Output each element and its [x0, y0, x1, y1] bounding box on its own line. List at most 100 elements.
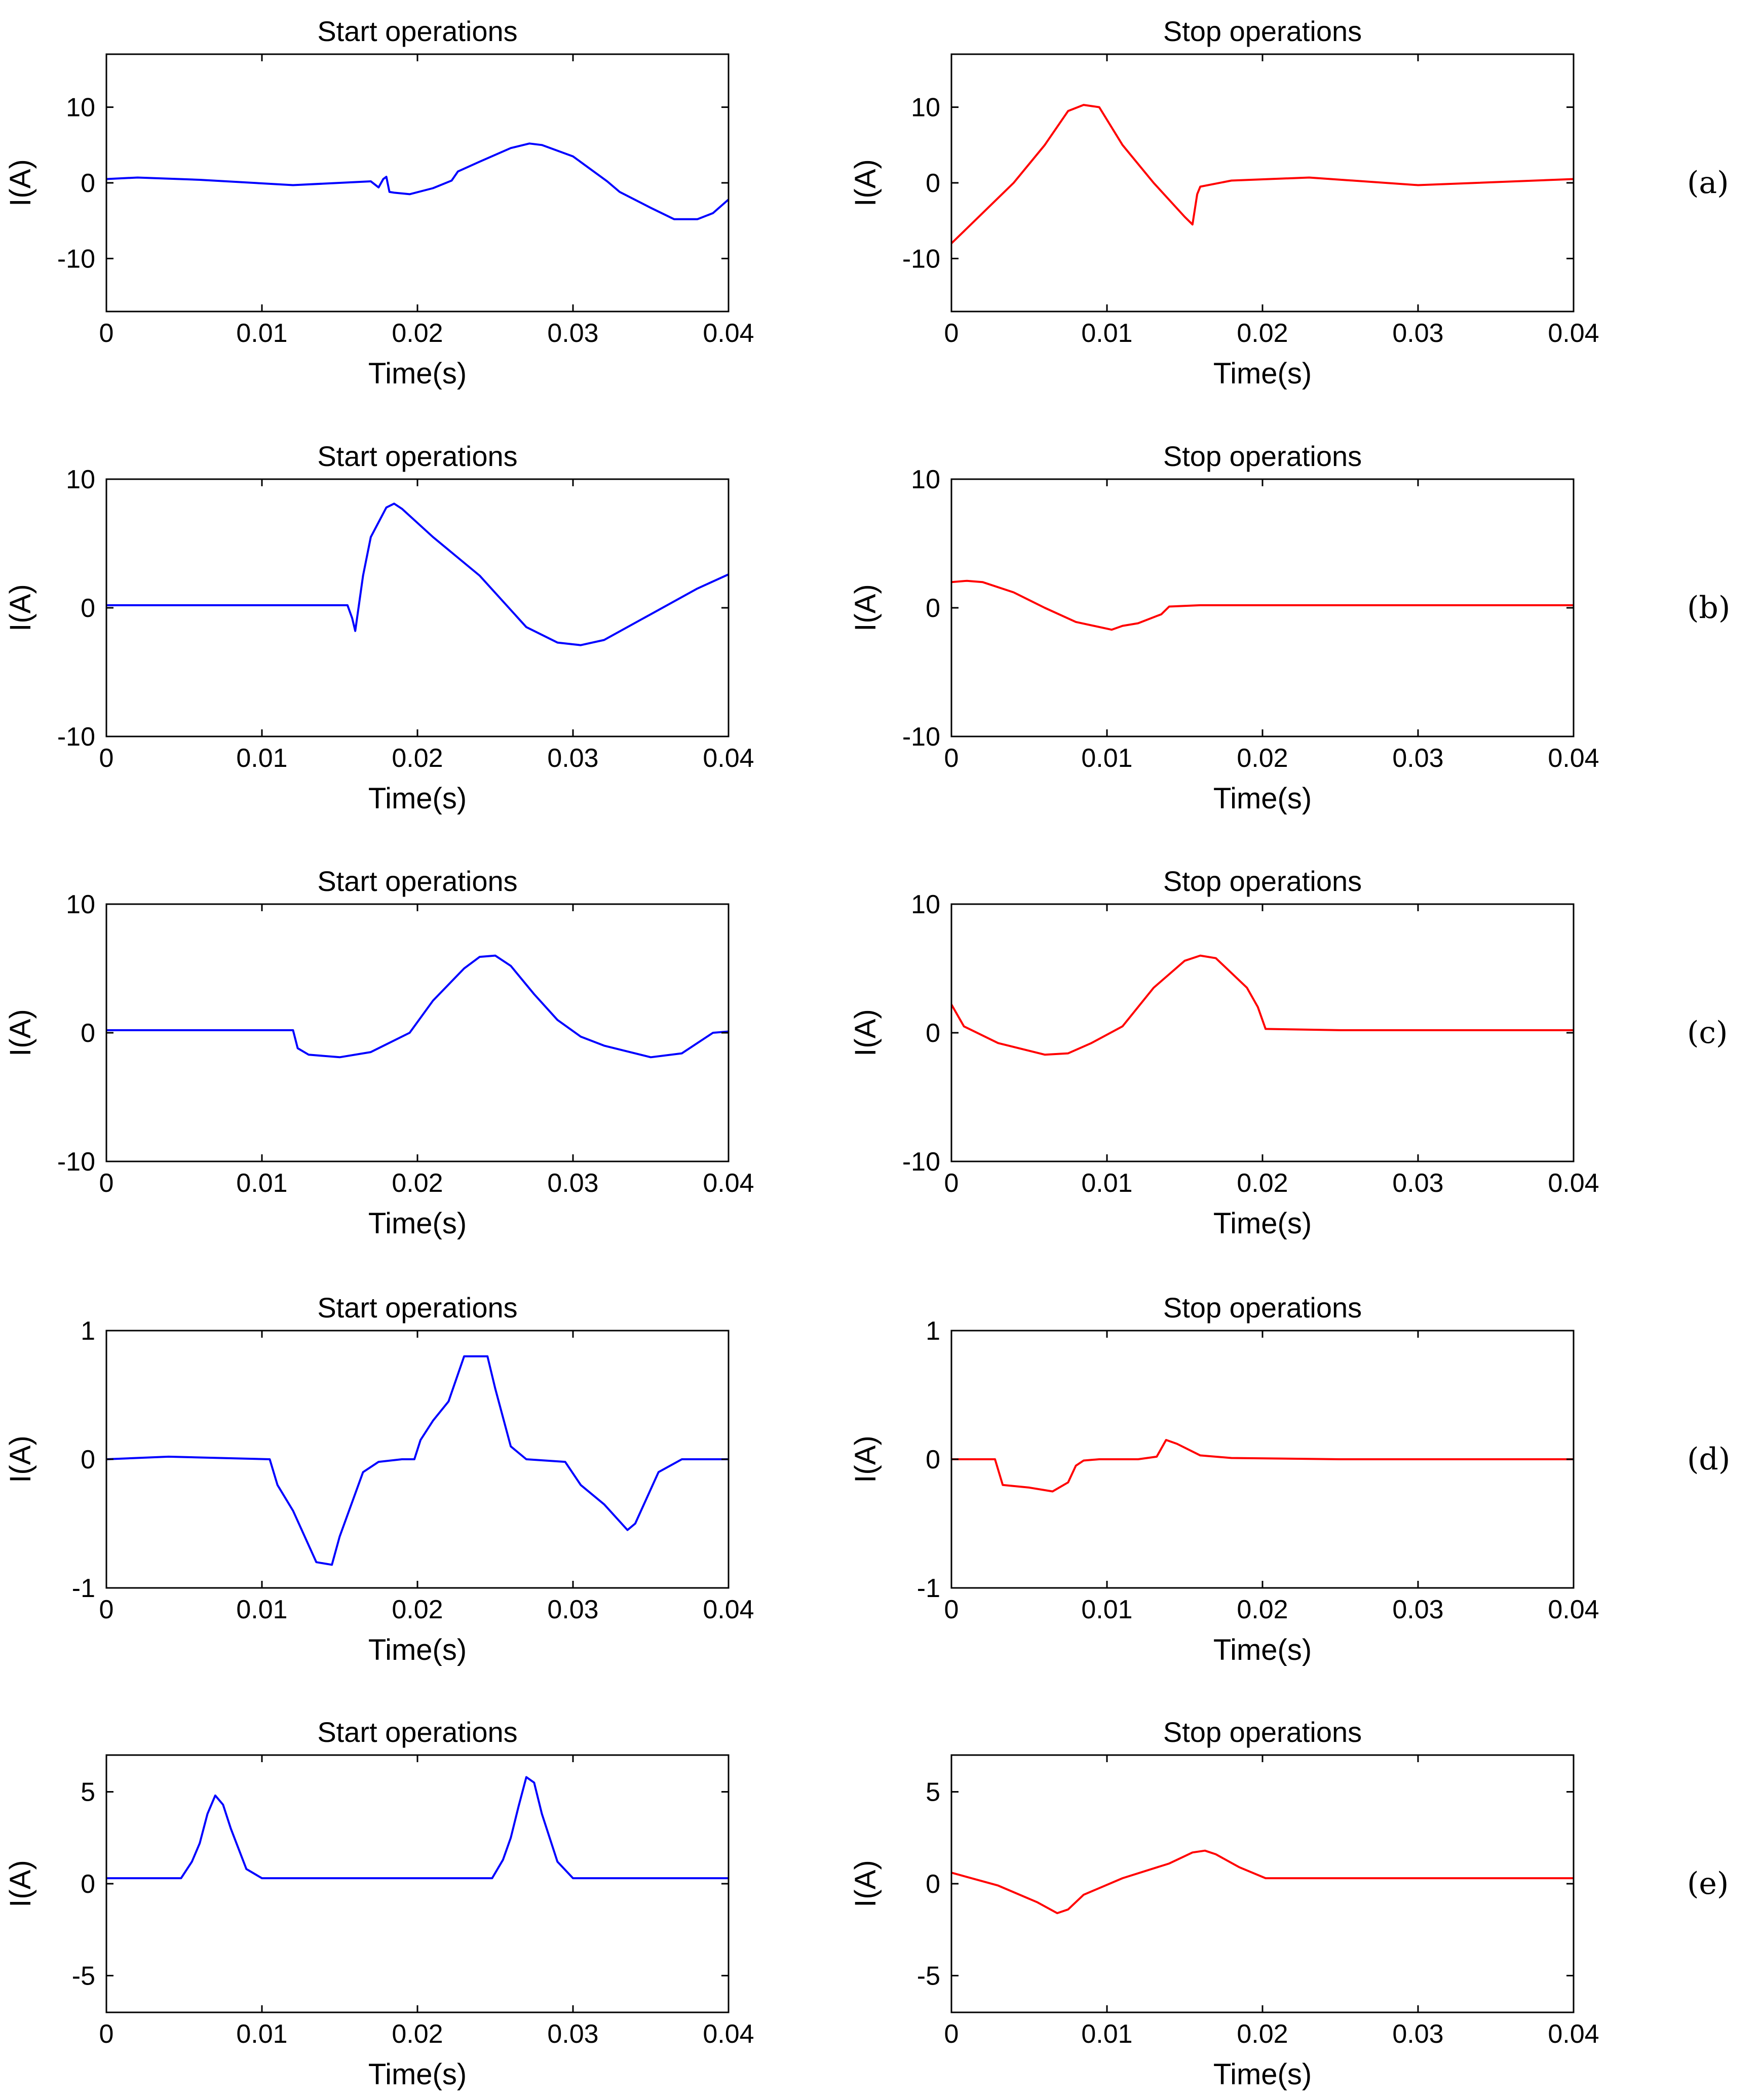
x-tick-label: 0.03 — [1392, 2019, 1443, 2049]
y-tick-label: -10 — [57, 244, 95, 274]
chart-title: Start operations — [317, 1716, 517, 1748]
y-tick-label: 0 — [926, 1870, 940, 1899]
chart-title: Stop operations — [1163, 1292, 1362, 1324]
y-tick-label: -1 — [72, 1574, 95, 1603]
x-tick-label: 0.04 — [703, 2019, 754, 2049]
chart-title: Start operations — [317, 15, 517, 47]
x-axis-label: Time(s) — [368, 1634, 467, 1666]
y-tick-label: 0 — [81, 1445, 95, 1474]
y-tick-label: 0 — [81, 1870, 95, 1899]
series-line-current — [951, 579, 1574, 631]
x-tick-label: 0.03 — [547, 2019, 598, 2049]
y-tick-label: 0 — [926, 1445, 940, 1474]
x-tick-label: 0 — [944, 2019, 959, 2049]
x-tick-label: 0.03 — [547, 1595, 598, 1624]
x-tick-label: 0 — [944, 1595, 959, 1624]
series-line-current — [951, 1849, 1574, 1915]
y-axis-label: I(A) — [4, 1435, 37, 1483]
y-tick-label: 10 — [66, 890, 95, 919]
series-line-current — [951, 104, 1574, 244]
x-tick-label: 0.03 — [1392, 744, 1443, 773]
y-tick-label: -10 — [902, 722, 940, 752]
x-tick-label: 0.02 — [1237, 1595, 1288, 1624]
panel-label-b: (b) — [1687, 590, 1730, 626]
y-tick-label: 5 — [926, 1778, 940, 1807]
chart-title: Stop operations — [1163, 865, 1362, 897]
series-line-current — [951, 1438, 1574, 1493]
y-tick-label: 0 — [81, 1019, 95, 1048]
y-tick-label: 10 — [66, 465, 95, 494]
x-tick-label: 0 — [944, 319, 959, 348]
y-axis-label: I(A) — [4, 584, 37, 631]
x-tick-label: 0.03 — [547, 744, 598, 773]
x-tick-label: 0.01 — [1081, 1169, 1132, 1198]
x-tick-label: 0 — [99, 1169, 114, 1198]
x-tick-label: 0.04 — [703, 319, 754, 348]
y-axis-label: I(A) — [849, 584, 882, 631]
x-tick-label: 0.04 — [1548, 1169, 1599, 1198]
x-tick-label: 0.02 — [392, 2019, 443, 2049]
panel-labels-layer: (a) (b) (c) (d) (e) — [1687, 165, 1730, 1901]
chart-title: Stop operations — [1163, 1716, 1362, 1748]
y-tick-label: -10 — [57, 722, 95, 752]
x-tick-label: 0.02 — [1237, 744, 1288, 773]
y-axis-label: I(A) — [4, 1009, 37, 1056]
x-axis-label: Time(s) — [1213, 2058, 1312, 2091]
y-tick-label: 0 — [81, 594, 95, 623]
x-tick-label: 0.01 — [236, 1169, 287, 1198]
x-axis-label: Time(s) — [1213, 1634, 1312, 1666]
panel-label-d: (d) — [1687, 1442, 1730, 1477]
y-axis-label: I(A) — [4, 1860, 37, 1907]
panel-label-c: (c) — [1687, 1015, 1728, 1051]
series-line-current — [106, 954, 729, 1059]
x-axis-label: Time(s) — [368, 782, 467, 815]
y-tick-label: 1 — [81, 1316, 95, 1346]
x-tick-label: 0.04 — [1548, 744, 1599, 773]
chart-title: Start operations — [317, 1292, 517, 1324]
y-tick-label: -10 — [57, 1147, 95, 1177]
x-tick-label: 0.02 — [392, 744, 443, 773]
x-tick-label: 0.02 — [392, 319, 443, 348]
y-tick-label: 10 — [911, 465, 940, 494]
x-tick-label: 0.04 — [703, 1169, 754, 1198]
chart-a-start: Start operations 0 0.01 0.02 0.03 0.04 -10 0 10 T… — [4, 15, 754, 390]
y-tick-label: 0 — [926, 594, 940, 623]
y-axis-label: I(A) — [849, 1860, 882, 1907]
x-tick-label: 0 — [99, 1595, 114, 1624]
x-tick-label: 0.04 — [1548, 1595, 1599, 1624]
chart-title: Stop operations — [1163, 440, 1362, 472]
x-axis-label: Time(s) — [368, 2058, 467, 2091]
y-axis-label: I(A) — [4, 159, 37, 206]
x-axis-label: Time(s) — [1213, 357, 1312, 390]
series-line-current — [951, 954, 1574, 1056]
y-tick-label: -10 — [902, 244, 940, 274]
series-line-current — [106, 142, 729, 220]
x-tick-label: 0.01 — [1081, 744, 1132, 773]
x-tick-label: 0.01 — [236, 1595, 287, 1624]
y-tick-label: 10 — [911, 890, 940, 919]
x-tick-label: 0.04 — [1548, 319, 1599, 348]
x-tick-label: 0 — [99, 744, 114, 773]
x-axis-label: Time(s) — [1213, 782, 1312, 815]
x-axis-label: Time(s) — [368, 1207, 467, 1240]
x-tick-label: 0.04 — [703, 1595, 754, 1624]
x-tick-label: 0.03 — [1392, 319, 1443, 348]
x-tick-label: 0.02 — [1237, 1169, 1288, 1198]
y-tick-label: -10 — [902, 1147, 940, 1177]
x-tick-label: 0.01 — [236, 2019, 287, 2049]
y-tick-label: -1 — [917, 1574, 940, 1603]
x-tick-label: 0.04 — [703, 744, 754, 773]
y-tick-label: 10 — [66, 93, 95, 123]
x-tick-label: 0.02 — [1237, 319, 1288, 348]
